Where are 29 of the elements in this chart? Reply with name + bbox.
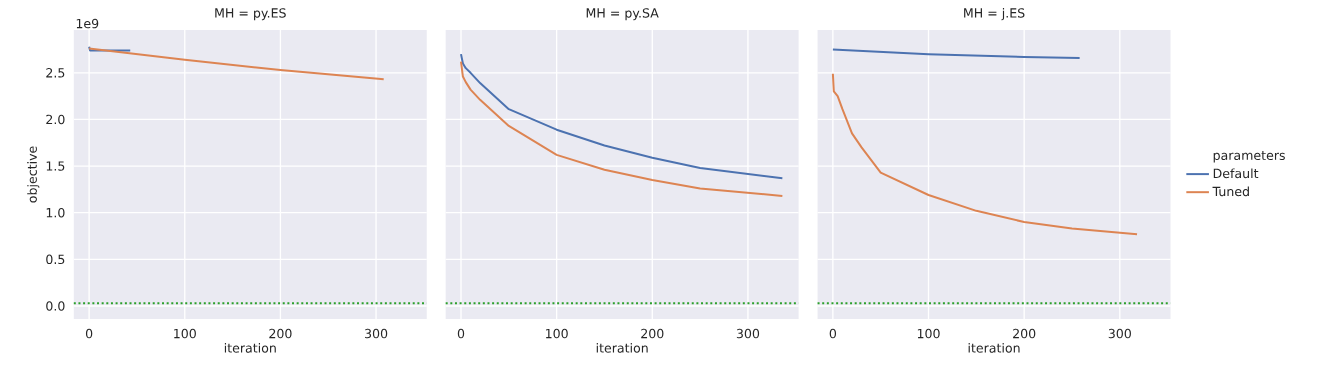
x-tick-label: 100 [546,328,568,339]
y-tick-label: 0.0 [46,301,65,311]
x-axis-title: iteration [596,343,648,353]
legend-label: Tuned [1212,186,1249,197]
chart-title: MH = py.ES [215,8,286,21]
y-tick-label: 2.5 [46,68,65,78]
x-tick-label: 300 [1108,328,1131,339]
x-tick-label: 200 [1013,328,1036,339]
x-tick-label: 0 [457,328,465,339]
text: 1e9 [76,18,99,29]
x-tick-label: 0 [829,328,837,339]
legend-title: parameters [1213,151,1285,163]
x-tick-label: 0 [85,328,93,339]
x-tick-label: 200 [269,328,292,339]
chart-title: MH = j.ES [964,8,1025,21]
y-tick-label: 1.5 [46,161,65,171]
x-tick-label: 100 [174,328,196,339]
x-tick-label: 200 [641,328,664,339]
x-axis-title: iteration [224,343,276,353]
x-tick-label: 100 [917,328,940,339]
y-tick-label: 1.0 [46,208,65,218]
legend-label: Default [1213,168,1259,179]
x-tick-label: 300 [365,328,388,339]
y-axis-title: objective [27,146,40,203]
y-tick-label: 0.5 [46,254,65,265]
chart-title: MH = py.SA [586,8,659,21]
x-axis-title: iteration [968,343,1020,353]
x-tick-label: 300 [736,328,760,339]
y-tick-label: 2.0 [46,114,65,125]
